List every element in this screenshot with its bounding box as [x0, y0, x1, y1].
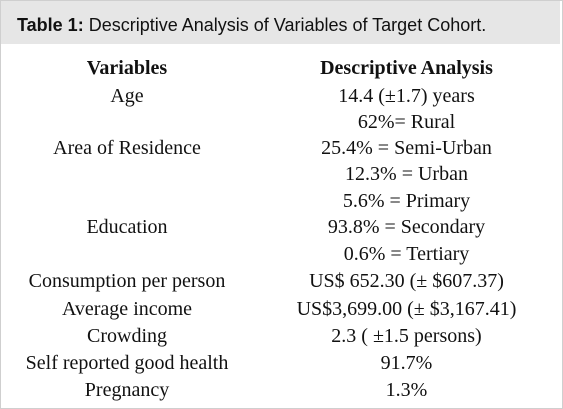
value-consumption-per-person: US$ 652.30 (± $607.37)	[309, 270, 504, 292]
table-caption: Table 1: Descriptive Analysis of Variabl…	[17, 15, 486, 35]
variable-consumption-per-person: Consumption per person	[28, 270, 226, 292]
value-residence-urban: 12.3% = Urban	[345, 163, 468, 185]
column-header-variables: Variables	[86, 57, 168, 79]
table-caption-text: Descriptive Analysis of Variables of Tar…	[88, 15, 487, 35]
variable-education: Education	[86, 216, 168, 238]
value-crowding: 2.3 ( ±1.5 persons)	[331, 325, 482, 347]
variable-age: Age	[110, 85, 144, 107]
value-self-reported-good-health: 91.7%	[380, 352, 433, 374]
variable-average-income: Average income	[61, 298, 193, 320]
value-average-income: US$3,699.00 (± $3,167.41)	[296, 298, 517, 320]
column-header-descriptive-analysis: Descriptive Analysis	[320, 57, 493, 79]
variable-crowding: Crowding	[87, 325, 167, 347]
value-age: 14.4 (±1.7) years	[338, 85, 475, 107]
value-residence-rural: 62%= Rural	[357, 111, 456, 133]
variable-pregnancy: Pregnancy	[84, 379, 170, 401]
variable-area-of-residence: Area of Residence	[53, 137, 201, 159]
table-caption-bar: Table 1: Descriptive Analysis of Variabl…	[1, 1, 560, 44]
variable-self-reported-good-health: Self reported good health	[25, 352, 229, 374]
table-caption-label: Table 1:	[17, 15, 84, 35]
value-education-secondary: 93.8% = Secondary	[327, 216, 486, 238]
value-education-primary: 5.6% = Primary	[342, 190, 471, 212]
value-residence-semi-urban: 25.4% = Semi-Urban	[321, 137, 492, 159]
value-pregnancy: 1.3%	[385, 379, 428, 401]
value-education-tertiary: 0.6% = Tertiary	[343, 243, 470, 265]
